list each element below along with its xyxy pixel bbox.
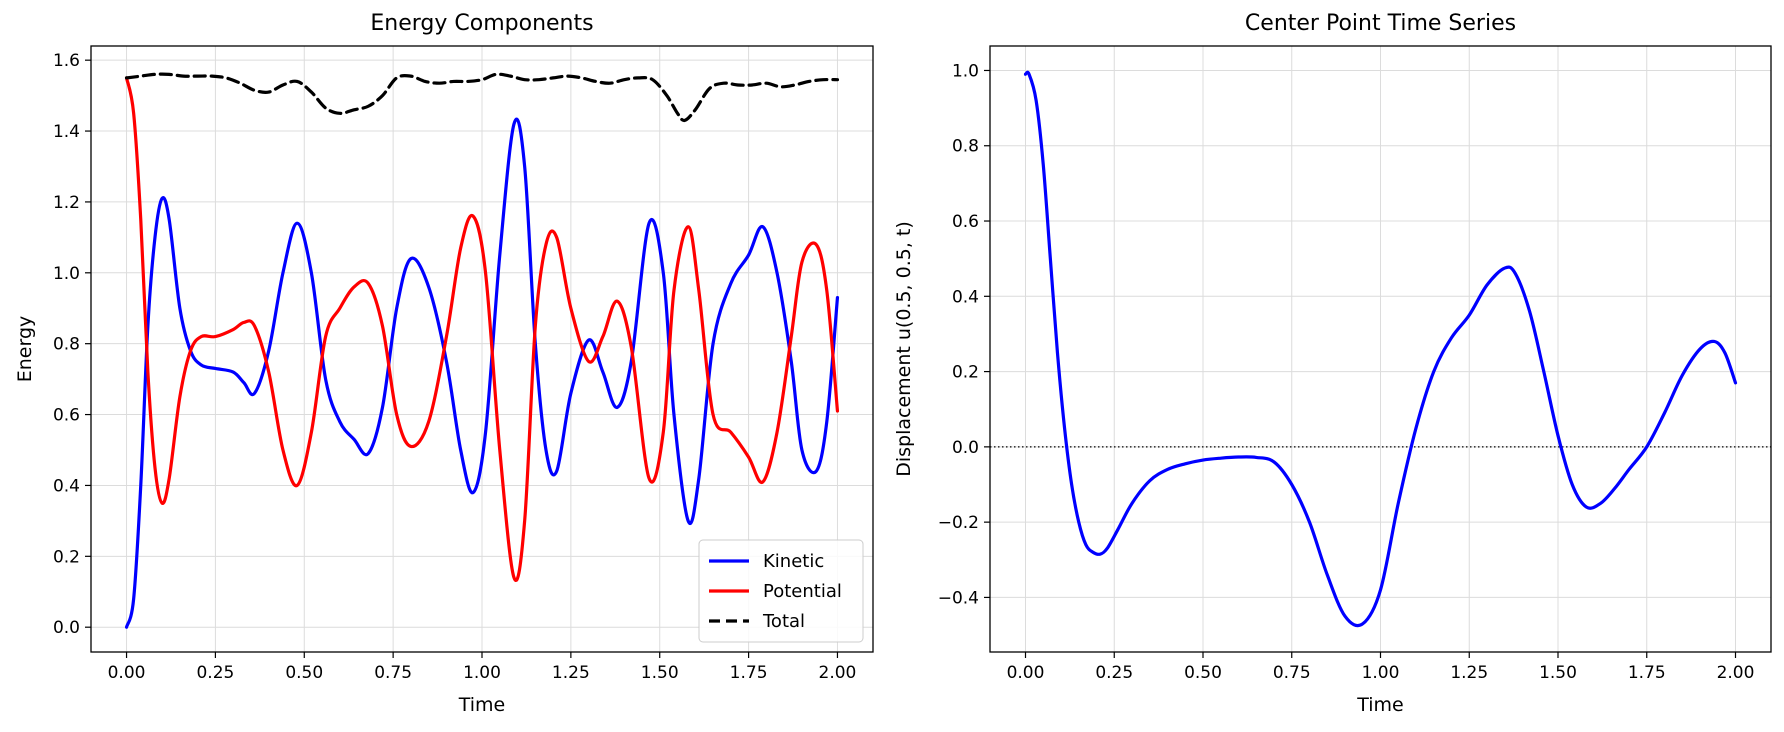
energy-series-line-potential	[124, 76, 840, 582]
energy-x-tick-label: 0.00	[108, 663, 146, 683]
energy-grid	[91, 46, 873, 652]
energy-y-tick-label: 0.4	[53, 476, 80, 496]
energy-y-tick-label: 0.0	[53, 618, 80, 638]
energy-ticks: 0.00 0.25 0.50 0.75 1.00 1.25 1.50 1.75 2.00 0.0 0…	[53, 51, 856, 683]
center-series-line-displacement	[1023, 70, 1738, 628]
center-y-tick-label: 0.0	[952, 438, 979, 458]
center-chart-title: Center Point Time Series	[1245, 11, 1516, 36]
center-x-tick-label: 2.00	[1717, 663, 1755, 683]
legend-label-potential: Potential	[763, 581, 842, 602]
center-point-chart: 0.00 0.25 0.50 0.75 1.00 1.25 1.50 1.75 2.00 −0.4…	[893, 11, 1772, 716]
energy-legend: Kinetic Potential Total	[698, 539, 864, 643]
center-x-tick-label: 1.50	[1539, 663, 1577, 683]
center-x-tick-label: 0.75	[1273, 663, 1311, 683]
energy-chart-title: Energy Components	[370, 11, 593, 36]
energy-x-tick-label: 0.25	[196, 663, 234, 683]
center-series	[1023, 70, 1738, 628]
legend-label-total: Total	[762, 611, 805, 632]
center-x-tick-label: 1.00	[1362, 663, 1400, 683]
center-ticks: 0.00 0.25 0.50 0.75 1.00 1.25 1.50 1.75 2.00 −0.4…	[938, 61, 1755, 683]
energy-x-tick-label: 1.00	[463, 663, 501, 683]
center-y-tick-label: −0.2	[938, 513, 979, 533]
center-y-axis-label: Displacement u(0.5, 0.5, t)	[893, 221, 915, 477]
energy-chart: 0.00 0.25 0.50 0.75 1.00 1.25 1.50 1.75 2.00 0.0 0…	[14, 11, 874, 716]
center-y-tick-label: 0.8	[952, 137, 979, 157]
energy-y-tick-label: 0.2	[53, 547, 80, 567]
legend-box	[698, 539, 864, 643]
energy-series	[124, 72, 840, 629]
center-x-tick-label: 1.25	[1450, 663, 1488, 683]
center-y-tick-label: 1.0	[952, 61, 979, 81]
energy-x-tick-label: 0.50	[285, 663, 323, 683]
center-x-tick-label: 1.75	[1628, 663, 1666, 683]
energy-y-tick-label: 1.2	[53, 193, 80, 213]
energy-x-tick-label: 1.75	[730, 663, 768, 683]
energy-x-tick-label: 2.00	[819, 663, 857, 683]
energy-y-axis-label: Energy	[14, 316, 36, 383]
energy-x-axis-label: Time	[458, 694, 506, 716]
center-y-tick-label: 0.6	[952, 212, 979, 232]
energy-series-line-total	[124, 72, 840, 123]
center-y-tick-label: 0.2	[952, 363, 979, 383]
center-x-tick-label: 0.50	[1184, 663, 1222, 683]
center-x-tick-label: 0.25	[1095, 663, 1133, 683]
center-x-tick-label: 0.00	[1007, 663, 1045, 683]
energy-x-tick-label: 1.25	[552, 663, 590, 683]
energy-y-tick-label: 1.0	[53, 264, 80, 284]
center-y-tick-label: 0.4	[952, 287, 979, 307]
energy-y-tick-label: 0.6	[53, 406, 80, 426]
energy-y-tick-label: 0.8	[53, 335, 80, 355]
legend-label-kinetic: Kinetic	[763, 551, 824, 572]
energy-y-tick-label: 1.4	[53, 122, 80, 142]
energy-x-tick-label: 0.75	[374, 663, 412, 683]
center-x-axis-label: Time	[1356, 694, 1404, 716]
center-grid	[990, 46, 1771, 652]
center-y-tick-label: −0.4	[938, 588, 979, 608]
energy-x-tick-label: 1.50	[641, 663, 679, 683]
energy-y-tick-label: 1.6	[53, 51, 80, 71]
